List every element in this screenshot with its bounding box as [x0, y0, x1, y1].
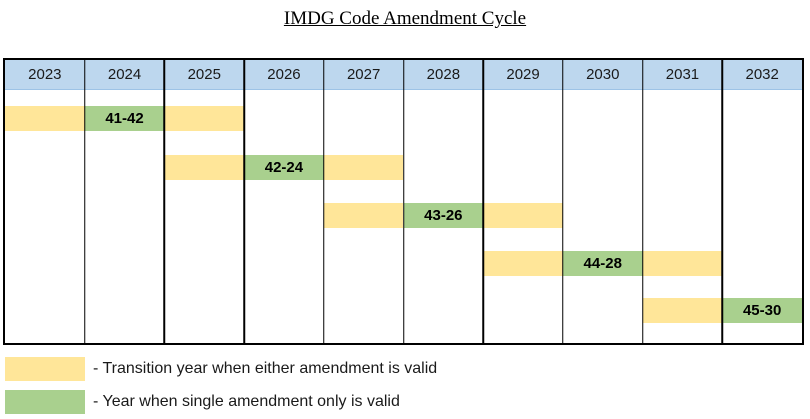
transition-year-bar: [323, 203, 404, 228]
page-title: IMDG Code Amendment Cycle: [283, 8, 527, 29]
year-header-cell-2032: 2032: [745, 66, 779, 83]
transition-year-bar: [164, 155, 245, 180]
year-header-cell-2024: 2024: [107, 66, 142, 83]
legend-swatch-single-green: [5, 390, 85, 414]
year-header-cell-2028: 2028: [426, 66, 461, 83]
transition-year-bar: [642, 251, 723, 276]
transition-year-bar: [5, 106, 85, 131]
transition-year-bar: [642, 298, 723, 323]
single-amendment-bar: 42-24: [244, 155, 324, 180]
transition-year-bar: [483, 251, 563, 276]
transition-year-bar: [483, 203, 563, 228]
transition-year-bar: [323, 155, 404, 180]
year-header-cell-2029: 2029: [506, 66, 540, 83]
single-amendment-bar: 43-26: [403, 203, 484, 228]
legend-item-transition: - Transition year when either amendment …: [5, 357, 437, 381]
single-amendment-bar: 45-30: [722, 298, 802, 323]
amendment-cycle-table: 2023 2024 2025 2026 2027 2028 2029 2030 2031 2032…: [3, 58, 804, 345]
year-header-cell-2025: 2025: [187, 66, 221, 83]
legend-label-single: - Year when single amendment only is val…: [93, 393, 400, 410]
year-header-cell-2023: 2023: [28, 66, 62, 83]
single-amendment-bar: 44-28: [562, 251, 643, 276]
transition-year-bar: [164, 106, 245, 131]
single-amendment-bar: 41-42: [84, 106, 165, 131]
year-header-row: 2023 2024 2025 2026 2027 2028 2029 2030 2031 2032: [5, 60, 802, 90]
table-body: 41-42 42-24 43-26 44-28 45-30: [5, 90, 802, 343]
legend-label-transition: - Transition year when either amendment …: [93, 360, 438, 377]
year-header-cell-2026: 2026: [267, 66, 301, 83]
year-header-cell-2030: 2030: [586, 66, 620, 83]
year-header-cell-2027: 2027: [346, 66, 381, 83]
year-header-cell-2031: 2031: [665, 66, 700, 83]
legend-swatch-transition-yellow: [5, 357, 85, 381]
legend-item-single: - Year when single amendment only is val…: [5, 390, 400, 414]
